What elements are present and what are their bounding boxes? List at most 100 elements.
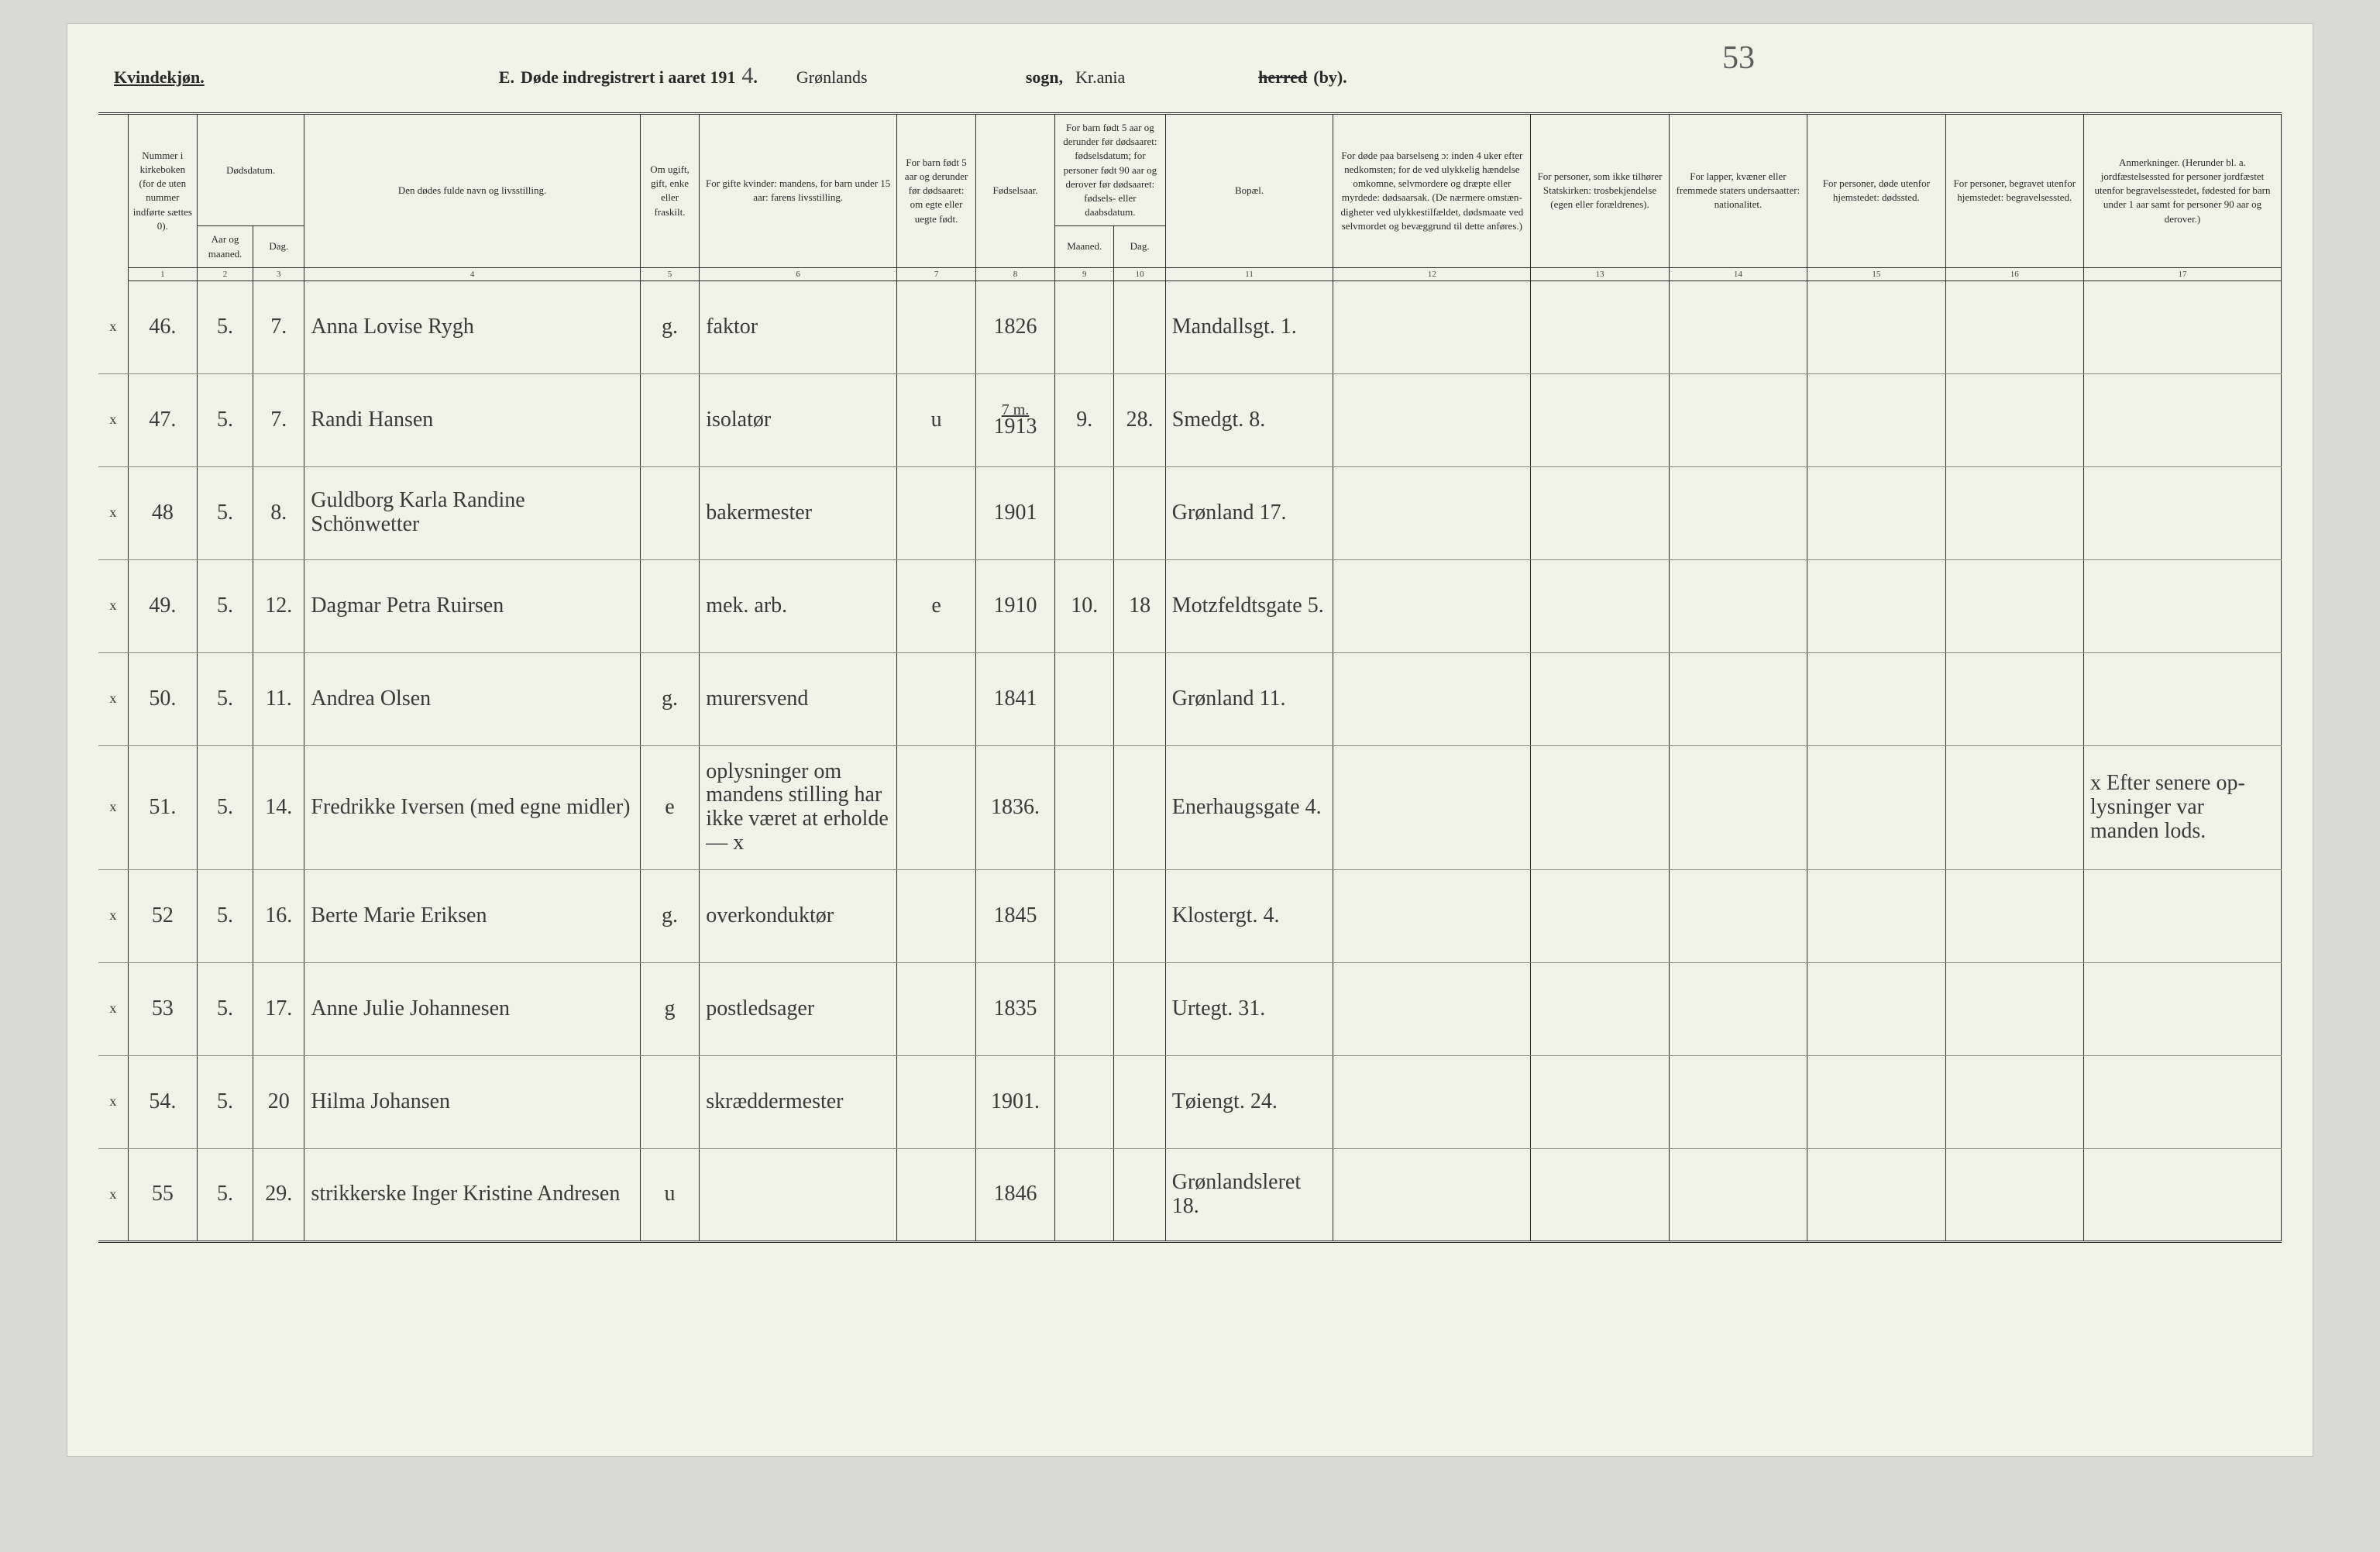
row-mark: x [98, 559, 128, 652]
col-5-header: Om ugift, gift, enke eller fraskilt. [640, 114, 699, 268]
cell-egte: e [897, 559, 976, 652]
cell-birthmonth [1055, 962, 1114, 1055]
cell-dsted [1807, 652, 1945, 745]
cell-nat [1669, 1148, 1807, 1241]
cell-bopel: Grønlands­leret 18. [1165, 1148, 1333, 1241]
colnum: 12 [1333, 267, 1531, 280]
cell-month: 5. [197, 373, 253, 466]
cell-aarsak [1333, 1055, 1531, 1148]
cell-month: 5. [197, 652, 253, 745]
cell-dsted [1807, 1055, 1945, 1148]
table-row: x47.5.7.Randi Hansenisolatøru7 m.19139.2… [98, 373, 2282, 466]
cell-num: 49. [128, 559, 197, 652]
cell-aarsak [1333, 745, 1531, 869]
row-mark: x [98, 280, 128, 373]
year-suffix: 4 [741, 63, 753, 89]
cell-name: Hilma Johansen [304, 1055, 640, 1148]
cell-birthday: 28. [1114, 373, 1165, 466]
cell-egte [897, 1055, 976, 1148]
cell-num: 48 [128, 466, 197, 559]
cell-aarsak [1333, 373, 1531, 466]
cell-anm [2083, 962, 2281, 1055]
cell-tro [1531, 869, 1669, 962]
cell-aarsak [1333, 1148, 1531, 1241]
cell-num: 54. [128, 1055, 197, 1148]
cell-dsted [1807, 280, 1945, 373]
colnum: 3 [253, 267, 304, 280]
cell-birthmonth [1055, 280, 1114, 373]
cell-bopel: Klostergt. 4. [1165, 869, 1333, 962]
cell-birthday [1114, 869, 1165, 962]
district-value: Kr.ania [1075, 67, 1246, 88]
colnum: 2 [197, 267, 253, 280]
cell-status [640, 559, 699, 652]
cell-tro [1531, 373, 1669, 466]
cell-bopel: Motzfeldts­gate 5. [1165, 559, 1333, 652]
cell-day: 12. [253, 559, 304, 652]
cell-dsted [1807, 373, 1945, 466]
cell-name: Guldborg Karla Randine Schönwetter [304, 466, 640, 559]
row-mark: x [98, 962, 128, 1055]
cell-status: g. [640, 869, 699, 962]
row-mark: x [98, 373, 128, 466]
cell-name: Anna Lovise Rygh [304, 280, 640, 373]
page-number-handwritten: 53 [1722, 40, 1755, 77]
cell-birthyear: 1910 [976, 559, 1055, 652]
table-row: x485.8.Guldborg Karla Randine Schönwette… [98, 466, 2282, 559]
cell-anm: x Efter senere op­lysninger var manden l… [2083, 745, 2281, 869]
cell-status: e [640, 745, 699, 869]
colnum: 10 [1114, 267, 1165, 280]
cell-dsted [1807, 745, 1945, 869]
row-mark: x [98, 745, 128, 869]
cell-name: Fredrikke Iversen (med egne midler) [304, 745, 640, 869]
cell-bopel: Urtegt. 31. [1165, 962, 1333, 1055]
cell-birthday: 18 [1114, 559, 1165, 652]
cell-status [640, 1055, 699, 1148]
cell-egte [897, 869, 976, 962]
cell-mandens: bakermester [700, 466, 897, 559]
colnum: 16 [1945, 267, 2083, 280]
cell-mandens: murersvend [700, 652, 897, 745]
cell-aarsak [1333, 652, 1531, 745]
cell-bopel: Grønland 11. [1165, 652, 1333, 745]
cell-aarsak [1333, 466, 1531, 559]
cell-day: 20 [253, 1055, 304, 1148]
cell-birthmonth [1055, 745, 1114, 869]
cell-day: 14. [253, 745, 304, 869]
cell-birthday [1114, 962, 1165, 1055]
col-15-header: For personer, døde utenfor hjemstedet: d… [1807, 114, 1945, 268]
col-11-header: Bopæl. [1165, 114, 1333, 268]
cell-bopel: Smedgt. 8. [1165, 373, 1333, 466]
col-9b-header: Dag. [1114, 226, 1165, 267]
row-mark: x [98, 1055, 128, 1148]
col-7-header: For barn født 5 aar og derunder før døds… [897, 114, 976, 268]
cell-bsted [1945, 869, 2083, 962]
cell-status [640, 373, 699, 466]
col-1-header: Nummer i kirke­boken (for de uten nummer… [128, 114, 197, 268]
cell-anm [2083, 869, 2281, 962]
cell-nat [1669, 466, 1807, 559]
cell-anm [2083, 559, 2281, 652]
cell-birthday [1114, 1055, 1165, 1148]
cell-bsted [1945, 373, 2083, 466]
gender-label: Kvindekjøn. [114, 67, 205, 88]
cell-day: 7. [253, 373, 304, 466]
cell-aarsak [1333, 280, 1531, 373]
ledger-page: 53 Kvindekjøn. E. Døde indregistrert i a… [67, 23, 2313, 1457]
cell-birthyear: 1901 [976, 466, 1055, 559]
cell-nat [1669, 373, 1807, 466]
form-letter: E. [499, 67, 514, 88]
cell-month: 5. [197, 559, 253, 652]
cell-nat [1669, 652, 1807, 745]
ledger-body: x46.5.7.Anna Lovise Ryghg.faktor1826Mand… [98, 280, 2282, 1241]
cell-dsted [1807, 1148, 1945, 1241]
cell-tro [1531, 559, 1669, 652]
col-17-header: Anmerkninger. (Herunder bl. a. jordfæste… [2083, 114, 2281, 268]
cell-dsted [1807, 466, 1945, 559]
col-16-header: For personer, begravet utenfor hjemstede… [1945, 114, 2083, 268]
cell-nat [1669, 559, 1807, 652]
row-mark: x [98, 1148, 128, 1241]
cell-day: 7. [253, 280, 304, 373]
cell-anm [2083, 466, 2281, 559]
cell-mandens: mek. arb. [700, 559, 897, 652]
